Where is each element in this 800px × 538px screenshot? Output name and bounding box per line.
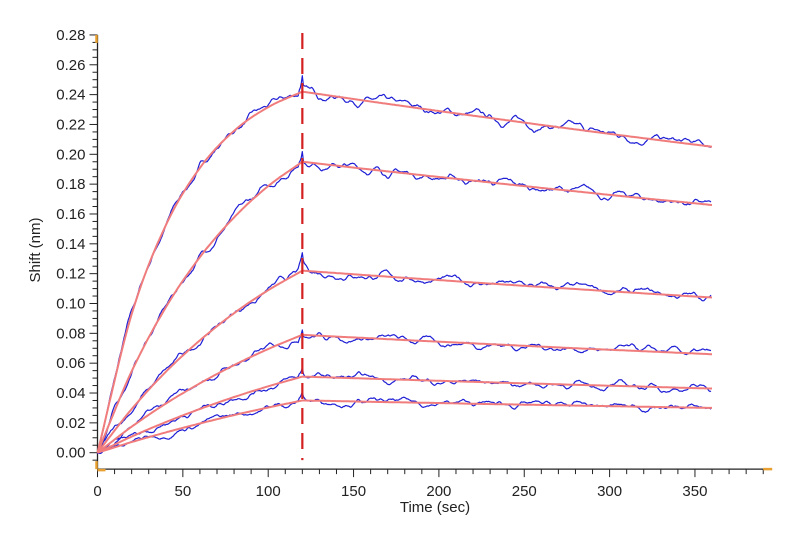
y-tick-label: 0.10: [56, 296, 85, 313]
y-tick-label: 0.16: [56, 206, 85, 223]
raw-trace: [96, 252, 712, 453]
raw-trace: [97, 367, 712, 454]
y-tick-label: 0.24: [56, 87, 85, 104]
y-tick-label: 0.20: [56, 146, 85, 163]
x-tick-label: 50: [175, 483, 192, 500]
raw-trace: [96, 151, 712, 454]
x-tick-label: 150: [341, 483, 366, 500]
axes: 0.00 0.02 0.04 0.06 0.08 0.10 0.12 0.14 0.16 0.18…: [56, 27, 773, 500]
x-tick-label: 0: [93, 483, 101, 500]
y-tick-label: 0.12: [56, 266, 85, 283]
x-tick-label: 350: [682, 483, 707, 500]
y-tick-label: 0.22: [56, 116, 85, 133]
x-tick-label: 300: [597, 483, 622, 500]
y-tick-label: 0.04: [56, 385, 85, 402]
y-tick-label: 0.18: [56, 176, 85, 193]
y-tick-label: 0.06: [56, 355, 85, 372]
fit-curve: [97, 375, 712, 454]
y-tick-label: 0.00: [56, 445, 85, 462]
x-tick-label: 200: [426, 483, 451, 500]
fit-curve: [96, 160, 713, 454]
x-tick-label: 100: [256, 483, 281, 500]
y-tick-label: 0.28: [56, 27, 85, 44]
raw-trace: [97, 391, 712, 454]
fit-curve: [96, 90, 713, 453]
fit-curves: [96, 90, 713, 454]
fit-curve: [96, 269, 713, 454]
raw-trace: [96, 75, 712, 454]
x-axis-label: Time (sec): [400, 499, 470, 516]
y-axis-label: Shift (nm): [27, 217, 44, 282]
fit-curve: [96, 333, 712, 454]
y-tick-label: 0.02: [56, 415, 85, 432]
fit-curve: [97, 399, 712, 454]
raw-data-series: [96, 75, 712, 454]
y-tick-label: 0.26: [56, 57, 85, 74]
y-tick-label: 0.14: [56, 236, 85, 253]
x-tick-label: 250: [512, 483, 537, 500]
y-tick-label: 0.08: [56, 325, 85, 342]
